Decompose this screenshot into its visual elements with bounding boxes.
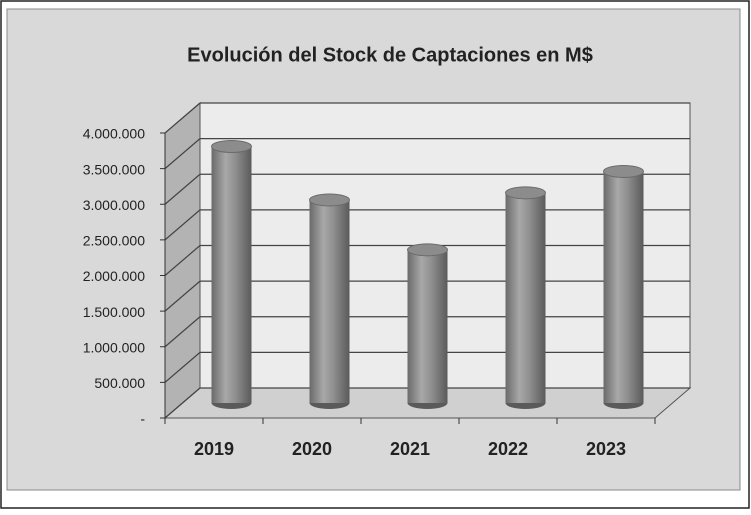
grid-line <box>164 387 201 419</box>
y-tick-label: 2.500.000 <box>83 233 145 249</box>
bar-top <box>407 243 448 257</box>
grid-line <box>164 245 201 276</box>
grid-line <box>164 351 201 383</box>
y-tick-label: 3.000.000 <box>83 197 145 213</box>
y-tick-label: 2.000.000 <box>83 268 145 284</box>
x-tick-label: 2022 <box>488 439 528 459</box>
grid-line <box>164 102 201 134</box>
bar-top <box>505 186 546 200</box>
y-tick-label: 1.500.000 <box>83 304 145 320</box>
chart-title: Evolución del Stock de Captaciones en M$ <box>187 44 593 66</box>
bar <box>309 199 350 403</box>
bar <box>603 171 644 403</box>
grid-line <box>164 209 201 241</box>
grid-line <box>164 280 201 312</box>
y-tick-label: - <box>140 411 145 427</box>
x-tick-label: 2021 <box>390 439 430 459</box>
x-tick-label: 2019 <box>194 439 234 459</box>
y-tick-label: 3.500.000 <box>83 161 145 177</box>
bar-top <box>211 140 252 153</box>
bar <box>211 146 252 403</box>
bar <box>407 249 448 403</box>
y-tick-label: 500.000 <box>94 375 145 391</box>
grid-line <box>164 316 201 348</box>
bar-top <box>309 193 350 207</box>
grid-line <box>164 138 201 170</box>
x-tick-label: 2023 <box>586 439 626 459</box>
grid-line <box>164 173 201 205</box>
y-tick-label: 1.000.000 <box>83 339 145 355</box>
bar <box>505 192 546 403</box>
y-tick-label: 4.000.000 <box>83 126 145 142</box>
x-tick-label: 2020 <box>292 439 332 459</box>
bar-top <box>603 164 644 178</box>
